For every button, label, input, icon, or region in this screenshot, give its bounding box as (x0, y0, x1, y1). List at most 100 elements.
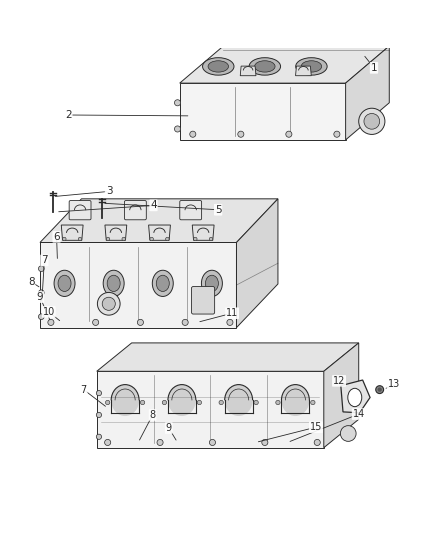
Circle shape (96, 413, 102, 417)
Circle shape (209, 439, 215, 446)
Polygon shape (61, 225, 83, 240)
Polygon shape (180, 83, 346, 140)
Circle shape (174, 126, 180, 132)
Circle shape (190, 131, 196, 138)
Circle shape (78, 237, 82, 241)
Polygon shape (97, 343, 359, 372)
Circle shape (174, 100, 180, 106)
Circle shape (359, 108, 385, 134)
Ellipse shape (168, 385, 196, 416)
Polygon shape (296, 66, 311, 76)
Circle shape (157, 439, 163, 446)
Circle shape (138, 319, 144, 326)
Circle shape (227, 319, 233, 326)
Ellipse shape (58, 275, 71, 292)
Circle shape (92, 319, 99, 326)
Polygon shape (237, 199, 278, 328)
Circle shape (378, 387, 382, 392)
Circle shape (39, 290, 44, 295)
Polygon shape (40, 243, 237, 328)
Text: 8: 8 (149, 410, 155, 420)
Ellipse shape (301, 61, 321, 72)
Ellipse shape (103, 270, 124, 296)
Polygon shape (148, 225, 170, 240)
Ellipse shape (156, 275, 169, 292)
Polygon shape (97, 372, 324, 448)
Ellipse shape (348, 389, 362, 407)
Circle shape (182, 319, 188, 326)
Text: 5: 5 (215, 205, 222, 215)
Circle shape (364, 114, 380, 129)
Ellipse shape (225, 385, 253, 416)
Text: 9: 9 (37, 292, 43, 302)
Text: 9: 9 (166, 423, 172, 433)
Circle shape (197, 400, 201, 405)
Ellipse shape (296, 58, 327, 75)
Circle shape (254, 400, 258, 405)
Ellipse shape (202, 58, 234, 75)
Ellipse shape (54, 270, 75, 296)
Circle shape (311, 400, 315, 405)
Text: 10: 10 (42, 307, 55, 317)
Ellipse shape (111, 385, 139, 416)
Circle shape (105, 439, 111, 446)
Text: 1: 1 (371, 63, 377, 73)
Polygon shape (40, 199, 278, 243)
FancyBboxPatch shape (191, 287, 215, 314)
Circle shape (106, 400, 110, 405)
Text: 12: 12 (333, 376, 345, 386)
Circle shape (340, 426, 356, 441)
Circle shape (97, 293, 120, 315)
Ellipse shape (152, 270, 173, 296)
Text: 11: 11 (226, 308, 238, 318)
Polygon shape (180, 46, 389, 83)
Polygon shape (240, 66, 256, 76)
Circle shape (262, 439, 268, 446)
Text: 8: 8 (28, 277, 35, 287)
Circle shape (219, 400, 223, 405)
Text: 15: 15 (310, 422, 322, 432)
Circle shape (334, 131, 340, 138)
Text: 4: 4 (150, 200, 157, 211)
Ellipse shape (205, 275, 219, 292)
Ellipse shape (107, 275, 120, 292)
Circle shape (150, 237, 153, 241)
Ellipse shape (254, 61, 275, 72)
Circle shape (376, 386, 384, 393)
Ellipse shape (249, 58, 281, 75)
FancyBboxPatch shape (124, 200, 146, 220)
Circle shape (209, 237, 213, 241)
FancyBboxPatch shape (69, 200, 91, 220)
Circle shape (194, 237, 197, 241)
Circle shape (286, 131, 292, 138)
Circle shape (96, 391, 102, 395)
Circle shape (166, 237, 169, 241)
Text: 2: 2 (65, 110, 72, 120)
Polygon shape (105, 225, 127, 240)
Circle shape (141, 400, 145, 405)
Circle shape (238, 131, 244, 138)
Ellipse shape (282, 385, 309, 416)
Polygon shape (346, 46, 389, 140)
Circle shape (162, 400, 166, 405)
Polygon shape (324, 343, 359, 448)
Text: 6: 6 (53, 232, 60, 242)
Circle shape (39, 314, 44, 320)
Polygon shape (341, 380, 370, 413)
Text: 7: 7 (81, 385, 87, 394)
Circle shape (102, 297, 115, 310)
Circle shape (96, 434, 102, 439)
Circle shape (106, 237, 110, 241)
FancyBboxPatch shape (180, 200, 201, 220)
Ellipse shape (201, 270, 223, 296)
Text: 7: 7 (41, 255, 48, 265)
Ellipse shape (208, 61, 229, 72)
Circle shape (276, 400, 280, 405)
Circle shape (122, 237, 125, 241)
Text: 3: 3 (106, 187, 112, 196)
Circle shape (39, 266, 44, 271)
Circle shape (48, 319, 54, 326)
Circle shape (63, 237, 66, 241)
Circle shape (314, 439, 320, 446)
Polygon shape (192, 225, 214, 240)
